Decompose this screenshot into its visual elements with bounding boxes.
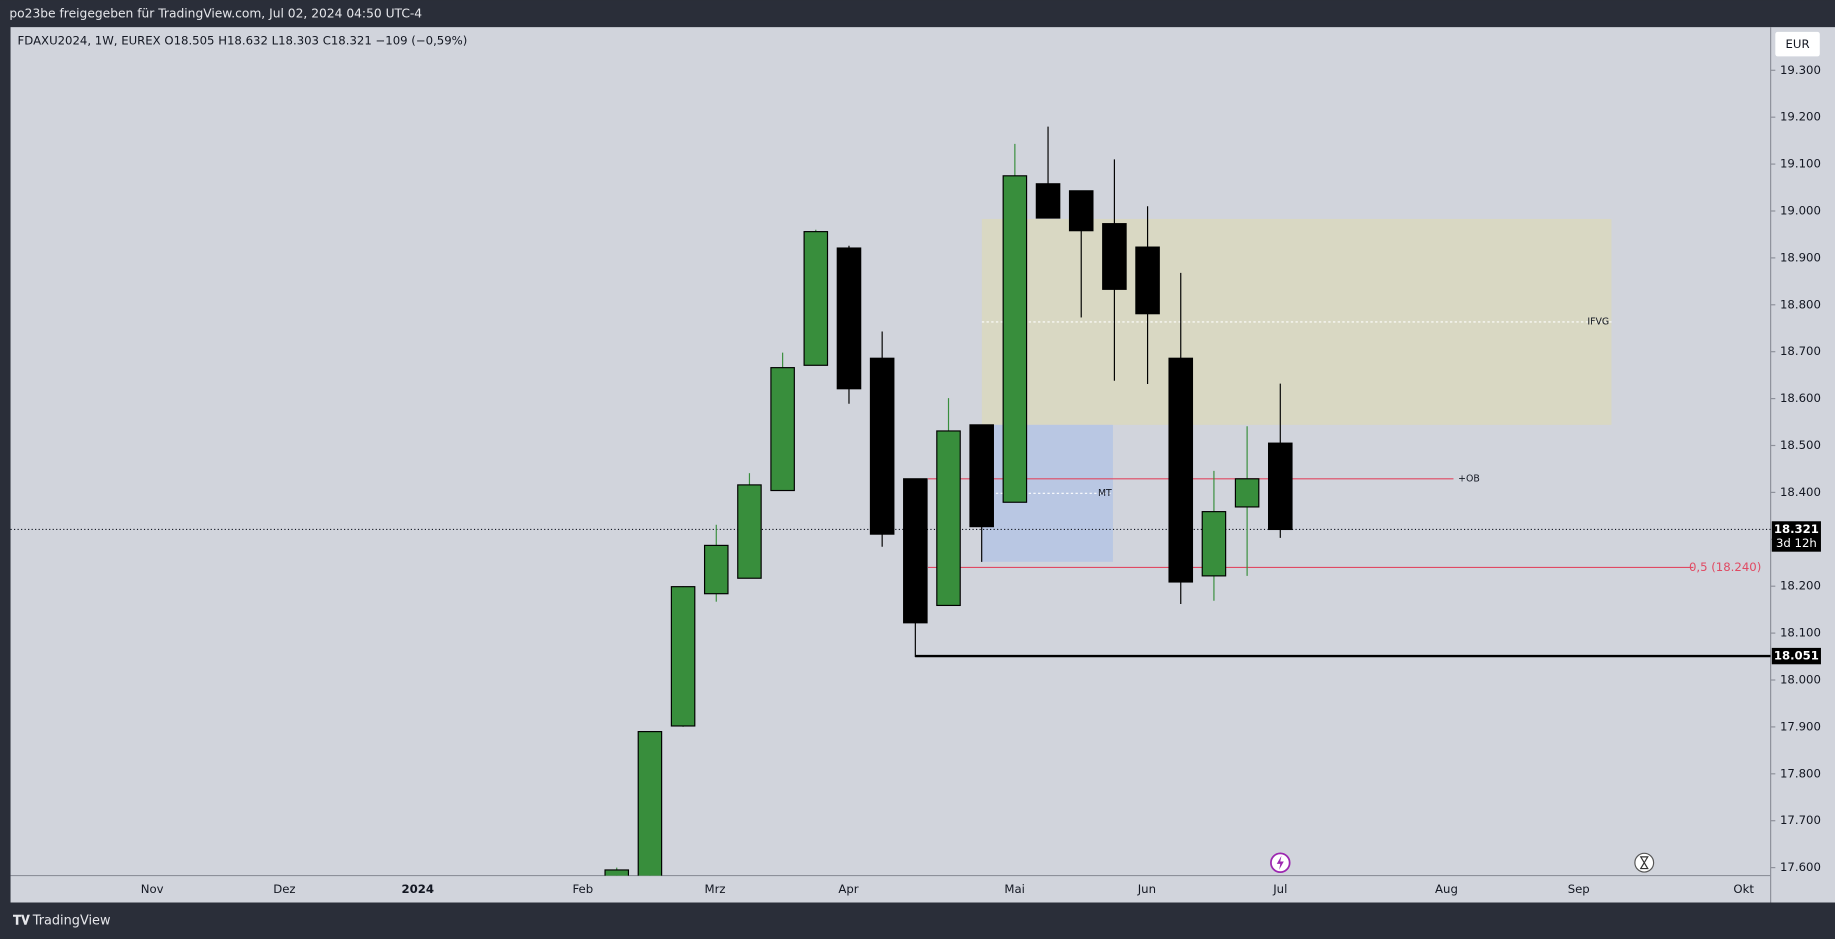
candle-body [604, 869, 630, 876]
y-tick-label: 19.000 [1780, 203, 1821, 217]
x-tick-label: Jul [1272, 882, 1287, 896]
countdown: 3d 12h [1776, 536, 1817, 550]
x-tick-label: Okt [1733, 882, 1754, 896]
time-axis [10, 875, 1771, 903]
y-tick-label: 19.300 [1780, 63, 1821, 77]
x-tick-label: Feb [572, 882, 593, 896]
candle-body [1234, 478, 1260, 508]
y-tick-label: 18.800 [1780, 297, 1821, 311]
y-tick-label: 17.800 [1780, 766, 1821, 780]
currency-box [1775, 31, 1820, 57]
x-tick-label: 2024 [402, 882, 435, 896]
candle-body [1102, 223, 1127, 290]
y-tick-label: 18.400 [1780, 485, 1821, 499]
x-tick-label: Apr [838, 882, 858, 896]
y-tick-label: 19.200 [1780, 110, 1821, 124]
level-label: +OB [1458, 473, 1480, 484]
y-tick-label: 18.700 [1780, 344, 1821, 358]
y-tick-label: 17.900 [1780, 719, 1821, 733]
brand: TradingView [32, 914, 111, 929]
candle-body [1035, 183, 1061, 219]
candle-body [670, 586, 696, 727]
candle-body [836, 247, 862, 390]
x-tick-label: Aug [1435, 882, 1458, 896]
session-icon-glyph [1639, 856, 1649, 870]
candle-body [1002, 175, 1028, 503]
overlay: 17.600 17.700 17.800 17.900 18.000 18.100 18.2… [141, 63, 1821, 896]
candle-body [969, 424, 994, 528]
level-label: 0,5 (18.240) [1689, 560, 1761, 574]
event-icon-glyph [1276, 855, 1284, 870]
candle-body [1135, 246, 1160, 315]
candle-body [803, 231, 829, 366]
x-tick-label: Mrz [705, 882, 726, 896]
y-tick-label: 18.000 [1780, 673, 1821, 687]
candle-body [1201, 511, 1227, 577]
x-tick-label: Dez [273, 882, 295, 896]
y-tick-label: 17.700 [1780, 813, 1821, 827]
y-tick-label: 18.600 [1780, 391, 1821, 405]
price-box [1771, 647, 1821, 665]
y-tick-label: 19.100 [1780, 157, 1821, 171]
candle-body [903, 478, 928, 624]
y-tick-label: 18.100 [1780, 626, 1821, 640]
zone-label: MT [1098, 488, 1112, 499]
brand-logo: 𝐓𝐕 [13, 914, 30, 929]
candle-body [869, 357, 895, 535]
x-tick-label: Jun [1137, 882, 1156, 896]
last-price-box [1771, 521, 1821, 552]
y-tick-label: 18.500 [1780, 438, 1821, 452]
x-tick-label: Mai [1004, 882, 1025, 896]
candle-body [1267, 442, 1293, 531]
y-tick-label: 17.600 [1780, 860, 1821, 874]
legend: FDAXU2024, 1W, EUREX O18.505 H18.632 L18… [18, 34, 468, 48]
last-price-label: 18.321 [1774, 522, 1819, 536]
candle-body [637, 731, 663, 876]
y-tick-label: 18.200 [1780, 579, 1821, 593]
y-tick-label: 18.900 [1780, 250, 1821, 264]
candle-body [936, 430, 961, 607]
plot [10, 126, 1771, 876]
candle-body [1068, 190, 1094, 232]
x-tick-label: Sep [1568, 882, 1590, 896]
header-title: po23be freigegeben für TradingView.com, … [9, 7, 422, 21]
zone-label: IFVG [1587, 316, 1609, 327]
x-tick-label: Nov [141, 882, 164, 896]
candle-body [703, 544, 729, 595]
candle-body [770, 367, 795, 492]
price-axis [1770, 27, 1835, 903]
currency: EUR [1786, 37, 1810, 51]
candle-body [1168, 357, 1194, 583]
price-box-label: 18.051 [1774, 649, 1819, 663]
candle-body [737, 484, 762, 579]
